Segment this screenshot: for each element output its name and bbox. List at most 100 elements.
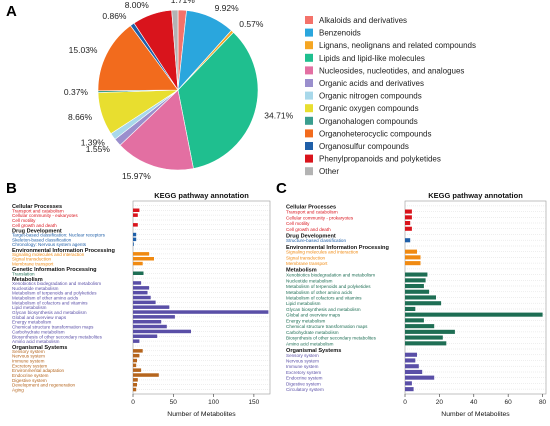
legend-swatch bbox=[305, 79, 313, 87]
pie-value-label: 8.66% bbox=[68, 112, 93, 122]
x-tick-label: 150 bbox=[248, 399, 259, 406]
chart-title: KEGG pathway annotation bbox=[154, 191, 249, 200]
legend-swatch bbox=[305, 53, 313, 62]
pathway-label: Sensory system bbox=[286, 353, 319, 358]
pathway-label: Transport and catabolism bbox=[12, 208, 64, 213]
pathway-label: Signaling molecules and interaction bbox=[286, 250, 359, 255]
pathway-label: Membrane transport bbox=[12, 262, 54, 267]
legend-swatch bbox=[305, 116, 313, 125]
bar-signal-transduction bbox=[133, 257, 154, 261]
bar-amino-acid-metabolism bbox=[405, 341, 447, 346]
pathway-label: Carbohydrate metabolism bbox=[286, 330, 339, 335]
pathway-label: Cell motility bbox=[286, 221, 310, 226]
bar-nucleotide-metabolism bbox=[405, 278, 426, 283]
pathway-label: Chemical structure transformation maps bbox=[286, 324, 368, 329]
bar-energy-metabolism bbox=[405, 318, 424, 323]
pie-slice-other bbox=[171, 9, 179, 91]
category-header: Genetic Information Processing bbox=[12, 267, 97, 273]
bar-environmental-adaptation bbox=[133, 368, 142, 372]
legend-swatch bbox=[305, 104, 313, 113]
legend-entry: Nucleosides, nucleotides, and analogues bbox=[319, 66, 464, 75]
legend-entry: Organic acids and derivatives bbox=[319, 79, 424, 88]
pathway-label: Global and overview maps bbox=[12, 315, 67, 320]
pathway-label: Structure-based classification bbox=[286, 238, 346, 243]
x-axis-label: Number of Metabolites bbox=[441, 411, 510, 418]
category-header: Drug Development bbox=[286, 233, 336, 239]
bar-lipid-metabolism bbox=[133, 305, 170, 309]
bar-cellular-community-prokaryotes bbox=[405, 215, 412, 220]
pie-chart: 1.71% 9.92% 0.57% 34.71% 15.97% 1.55%1.39% 8.6… bbox=[64, 0, 294, 181]
bar-carbohydrate-metabolism bbox=[405, 329, 455, 334]
category-header: Environmental Information Processing bbox=[12, 248, 115, 254]
pathway-label: Xenobiotics biodegradation and metabolis… bbox=[286, 273, 375, 278]
bar-metabolism-of-cofactors-and-vitamins bbox=[133, 300, 156, 305]
pathway-label: Translation bbox=[12, 271, 35, 276]
pathway-label: Chemical structure transformation maps bbox=[12, 325, 94, 330]
pie-value-label: 15.03% bbox=[69, 45, 98, 55]
pie-slice-organoheterocyclic-compounds bbox=[97, 25, 179, 92]
bar-circulatory-system bbox=[405, 387, 414, 392]
category-header: Organismal Systems bbox=[286, 348, 341, 354]
bar-global-and-overview-maps bbox=[133, 315, 175, 319]
pathway-label: Chronology: Nervous system agents bbox=[12, 242, 87, 247]
bar-excretory-system bbox=[133, 363, 137, 368]
panel-label-a: A bbox=[6, 3, 17, 20]
pathway-label: Cell growth and death bbox=[286, 227, 331, 232]
pie-value-label: 0.86% bbox=[102, 11, 127, 21]
pathway-label: Signaling molecules and interaction bbox=[12, 252, 85, 257]
pie-value-label: 0.37% bbox=[64, 87, 89, 97]
pathway-label: Signal transduction bbox=[286, 255, 326, 260]
pathway-label: Global and overview maps bbox=[286, 313, 341, 318]
x-tick-label: 60 bbox=[505, 399, 513, 406]
x-tick-label: 40 bbox=[470, 399, 478, 406]
bar-biosynthesis-of-other-secondary-metabolites bbox=[133, 334, 158, 338]
pathway-label: Membrane transport bbox=[286, 261, 328, 266]
pathway-label: Endocrine system bbox=[286, 376, 323, 381]
legend-swatch bbox=[305, 129, 313, 138]
pathway-label: Metabolism of cofactors and vitamins bbox=[12, 300, 88, 305]
pie-value-label: 1.55% bbox=[86, 144, 111, 154]
bar-biosynthesis-of-other-secondary-metabolites bbox=[405, 335, 443, 340]
pathway-label: Lipid metabolism bbox=[286, 301, 321, 306]
pathway-label: Excretory system bbox=[12, 363, 47, 368]
bar-nervous-system bbox=[405, 358, 416, 363]
pathway-label: Cellular community - eukaryotes bbox=[12, 213, 78, 218]
legend-swatch bbox=[305, 154, 313, 163]
pathway-label: Circulatory system bbox=[286, 387, 324, 392]
legend-entry: Organohalogen compounds bbox=[319, 117, 418, 126]
pathway-label: Biosynthesis of other secondary metaboli… bbox=[286, 336, 377, 341]
bar-transport-and-catabolism bbox=[133, 208, 140, 212]
pie-value-label: 34.71% bbox=[264, 110, 293, 120]
legend-swatch bbox=[305, 91, 313, 100]
pathway-label: Development and regeneration bbox=[12, 383, 76, 388]
panel-label-c: C bbox=[276, 180, 287, 197]
legend-entry: Organoheterocyclic compounds bbox=[319, 129, 432, 138]
category-header: Metabolism bbox=[286, 268, 317, 274]
pathway-label: Energy metabolism bbox=[286, 318, 325, 323]
pathway-label: Endocrine system bbox=[12, 373, 49, 378]
panel-label-b: B bbox=[6, 180, 17, 197]
x-tick-label: 20 bbox=[436, 399, 444, 406]
bar-nucleotide-metabolism bbox=[133, 286, 150, 290]
bar-cell-motility bbox=[405, 221, 411, 226]
bar-glycan-biosynthesis-and-metabolism bbox=[133, 310, 269, 314]
bar-signal-transduction bbox=[405, 255, 421, 260]
bar-signaling-molecules-and-interaction bbox=[133, 252, 150, 256]
pathway-label: Immune system bbox=[12, 359, 45, 364]
pathway-label: Target-based classification: Nuclear rec… bbox=[12, 233, 106, 238]
pathway-label: Xenobiotics biodegradation and metabolis… bbox=[12, 281, 101, 286]
pathway-label: Transport and catabolism bbox=[286, 210, 338, 215]
bar-chronology-nervous-system-agents bbox=[133, 242, 134, 246]
bar-sensory-system bbox=[405, 352, 417, 357]
bar-membrane-transport bbox=[133, 261, 143, 266]
pie-value-label: 1.39% bbox=[81, 137, 106, 147]
bar-digestive-system bbox=[133, 378, 138, 382]
pathway-label: Metabolism of other amino acids bbox=[12, 296, 79, 301]
category-header: Environmental Information Processing bbox=[286, 245, 389, 251]
pathway-label: Nucleotide metabolism bbox=[12, 286, 59, 291]
bar-immune-system bbox=[133, 358, 137, 363]
legend-entry: Organic nitrogen compounds bbox=[319, 92, 422, 101]
legend-entry: Organosulfur compounds bbox=[319, 142, 409, 151]
